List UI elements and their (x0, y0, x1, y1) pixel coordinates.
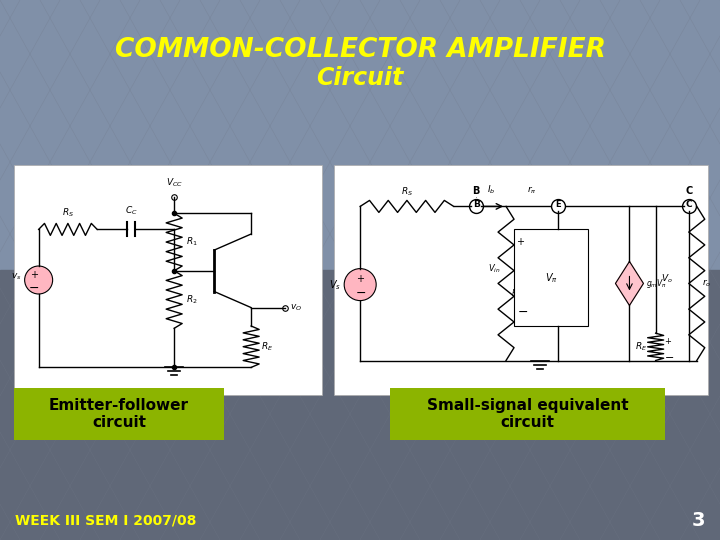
Text: $R_S$: $R_S$ (401, 186, 413, 198)
Text: $-$: $-$ (664, 350, 674, 361)
Text: $-$: $-$ (28, 280, 39, 294)
Text: $R_1\|R_2$: $R_1\|R_2$ (511, 287, 534, 300)
Text: $r_\pi$: $r_\pi$ (528, 185, 537, 197)
Text: +: + (30, 270, 37, 280)
Text: C: C (686, 200, 693, 209)
Text: $v_O$: $v_O$ (290, 302, 302, 313)
Bar (0, 270, 720, 540)
Text: 3: 3 (691, 510, 705, 530)
Text: $-$: $-$ (355, 286, 366, 299)
Bar (390, 388, 665, 440)
Text: Emitter-follower
circuit: Emitter-follower circuit (49, 398, 189, 430)
Text: $R_E$: $R_E$ (261, 340, 274, 353)
Text: $g_m V_\pi$: $g_m V_\pi$ (647, 277, 667, 290)
Text: +: + (516, 238, 524, 247)
Text: $I_b$: $I_b$ (487, 184, 495, 197)
Text: $R_1$: $R_1$ (186, 236, 198, 248)
Text: $V_\pi$: $V_\pi$ (544, 271, 557, 285)
Text: Circuit: Circuit (316, 66, 404, 90)
Text: COMMON-COLLECTOR AMPLIFIER: COMMON-COLLECTOR AMPLIFIER (114, 37, 606, 63)
Text: B: B (473, 200, 480, 209)
Text: $V_{in}$: $V_{in}$ (488, 262, 501, 275)
Text: $R_E$: $R_E$ (635, 341, 648, 353)
Circle shape (24, 266, 53, 294)
Text: $-$: $-$ (516, 305, 528, 318)
Text: $R_2$: $R_2$ (186, 293, 198, 306)
Text: $+$: $+$ (664, 335, 672, 346)
Bar (513, 230, 588, 326)
Text: B: B (472, 186, 480, 197)
Text: WEEK III SEM I 2007/08: WEEK III SEM I 2007/08 (15, 513, 197, 527)
Text: $R_S$: $R_S$ (62, 207, 74, 219)
Polygon shape (616, 261, 644, 306)
Bar (14, 388, 224, 440)
Text: E: E (556, 200, 561, 209)
Text: Small-signal equivalent
circuit: Small-signal equivalent circuit (427, 398, 629, 430)
Bar (334, 165, 708, 395)
Text: $C_C$: $C_C$ (125, 205, 138, 218)
Text: C: C (685, 186, 693, 197)
Text: +: + (356, 274, 364, 284)
Text: $V_s$: $V_s$ (329, 278, 341, 292)
Bar (14, 165, 322, 395)
Text: $V_o$: $V_o$ (661, 272, 672, 285)
Text: $V_{CC}$: $V_{CC}$ (166, 177, 183, 189)
Text: $v_s$: $v_s$ (11, 272, 22, 282)
Bar (0, 0, 720, 270)
Text: $r_o$: $r_o$ (702, 278, 711, 289)
Circle shape (344, 268, 376, 301)
